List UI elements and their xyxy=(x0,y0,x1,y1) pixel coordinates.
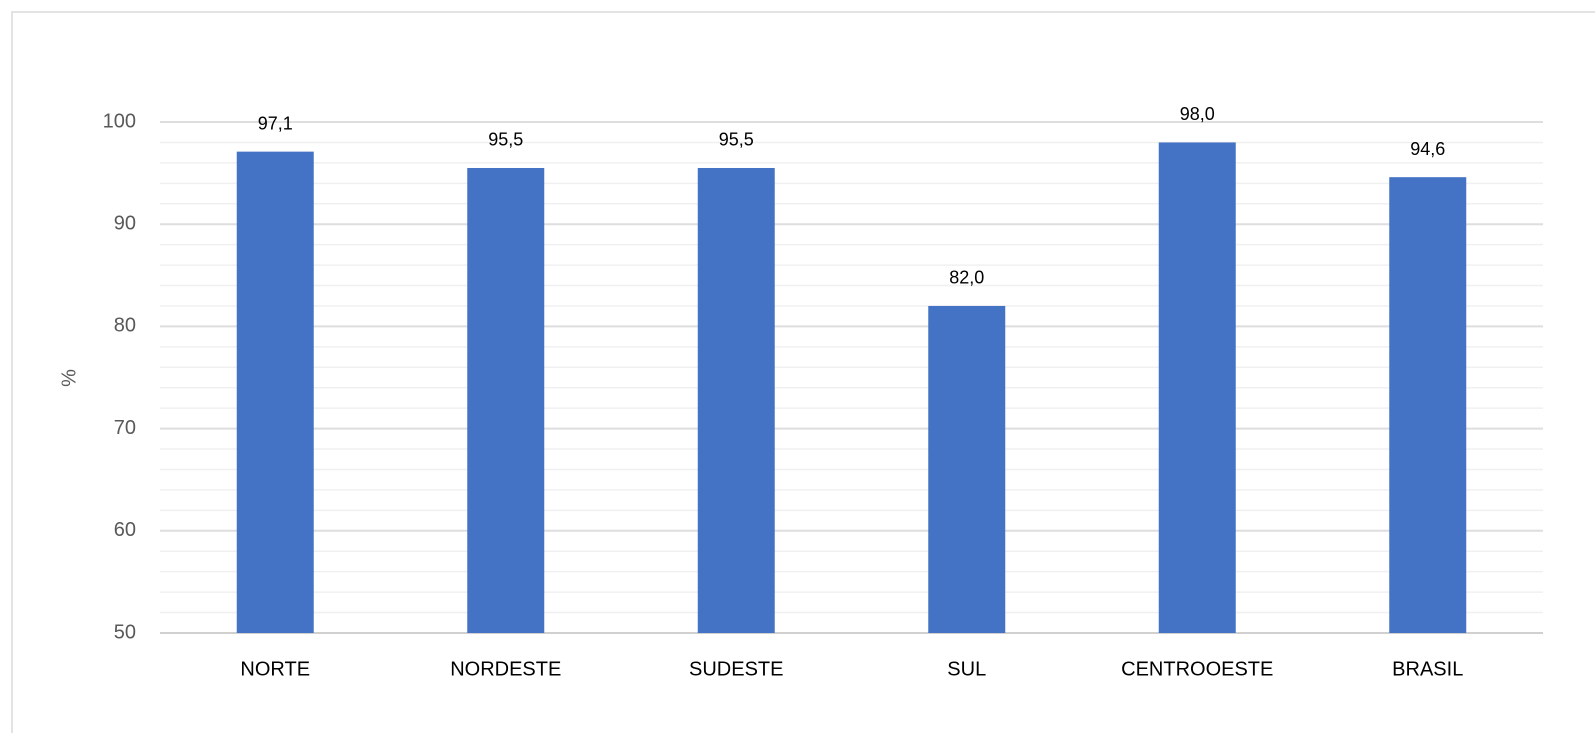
value-label: 82,0 xyxy=(949,268,984,288)
bar xyxy=(467,167,545,634)
value-label: 94,6 xyxy=(1410,139,1445,159)
y-tick-label: 100 xyxy=(103,110,136,132)
y-tick-label: 50 xyxy=(114,621,136,643)
value-label: 95,5 xyxy=(719,130,754,150)
x-tick-label: SUDESTE xyxy=(689,658,783,680)
bar xyxy=(1158,142,1236,633)
y-tick-label: 90 xyxy=(114,212,136,234)
x-tick-label: CENTROOESTE xyxy=(1121,658,1273,680)
y-tick-label: 80 xyxy=(114,315,136,337)
value-label: 95,5 xyxy=(488,130,523,150)
x-tick-label: NORDESTE xyxy=(450,658,561,680)
x-tick-label: BRASIL xyxy=(1392,658,1463,680)
value-label: 98,0 xyxy=(1180,104,1215,124)
value-label: 97,1 xyxy=(258,113,293,133)
x-tick-label: SUL xyxy=(947,658,986,680)
bar xyxy=(928,305,1006,633)
bar xyxy=(697,167,775,634)
bar xyxy=(236,151,314,633)
y-axis-label: % xyxy=(58,369,80,387)
bar xyxy=(1389,177,1467,634)
x-tick-label: NORTE xyxy=(240,658,310,680)
y-tick-label: 70 xyxy=(114,417,136,439)
y-tick-label: 60 xyxy=(114,519,136,541)
